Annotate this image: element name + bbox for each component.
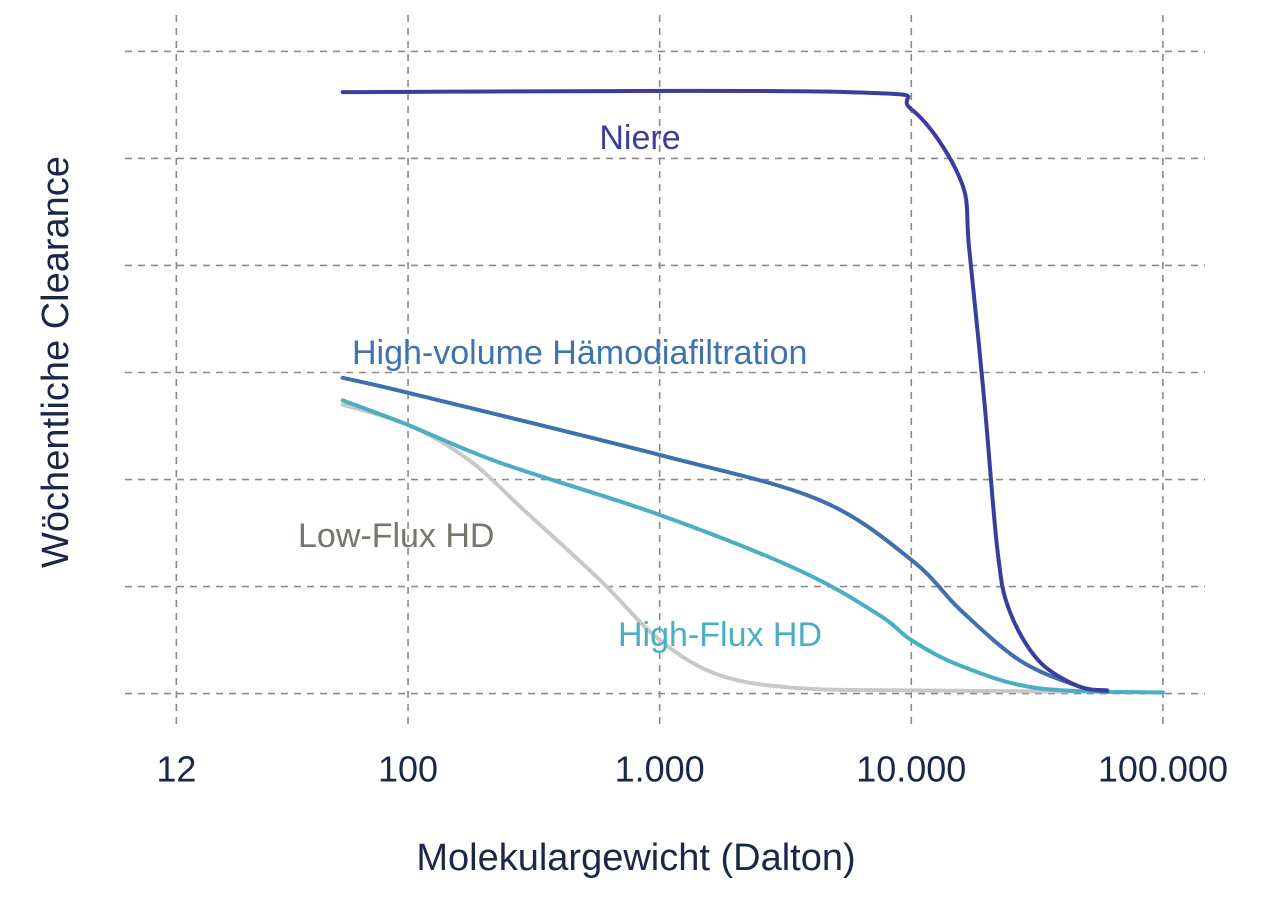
x-tick-label: 1.000 (615, 749, 705, 790)
y-axis-title: Wöchentliche Clearance (35, 156, 77, 568)
series-label: Niere (599, 119, 680, 157)
x-axis-title: Molekulargewicht (Dalton) (416, 837, 855, 879)
x-tick-label: 12 (156, 749, 196, 790)
series-line (340, 375, 1110, 694)
series-label: High-volume Hämodiafiltration (352, 334, 807, 372)
series-line (340, 88, 1110, 693)
series-line (340, 398, 1165, 695)
x-tick-label: 10.000 (856, 749, 966, 790)
series-line (340, 402, 1071, 694)
series-label: Low-Flux HD (298, 517, 494, 555)
series-label: High-Flux HD (618, 616, 822, 654)
x-tick-label: 100 (378, 749, 438, 790)
x-tick-label: 100.000 (1098, 749, 1228, 790)
